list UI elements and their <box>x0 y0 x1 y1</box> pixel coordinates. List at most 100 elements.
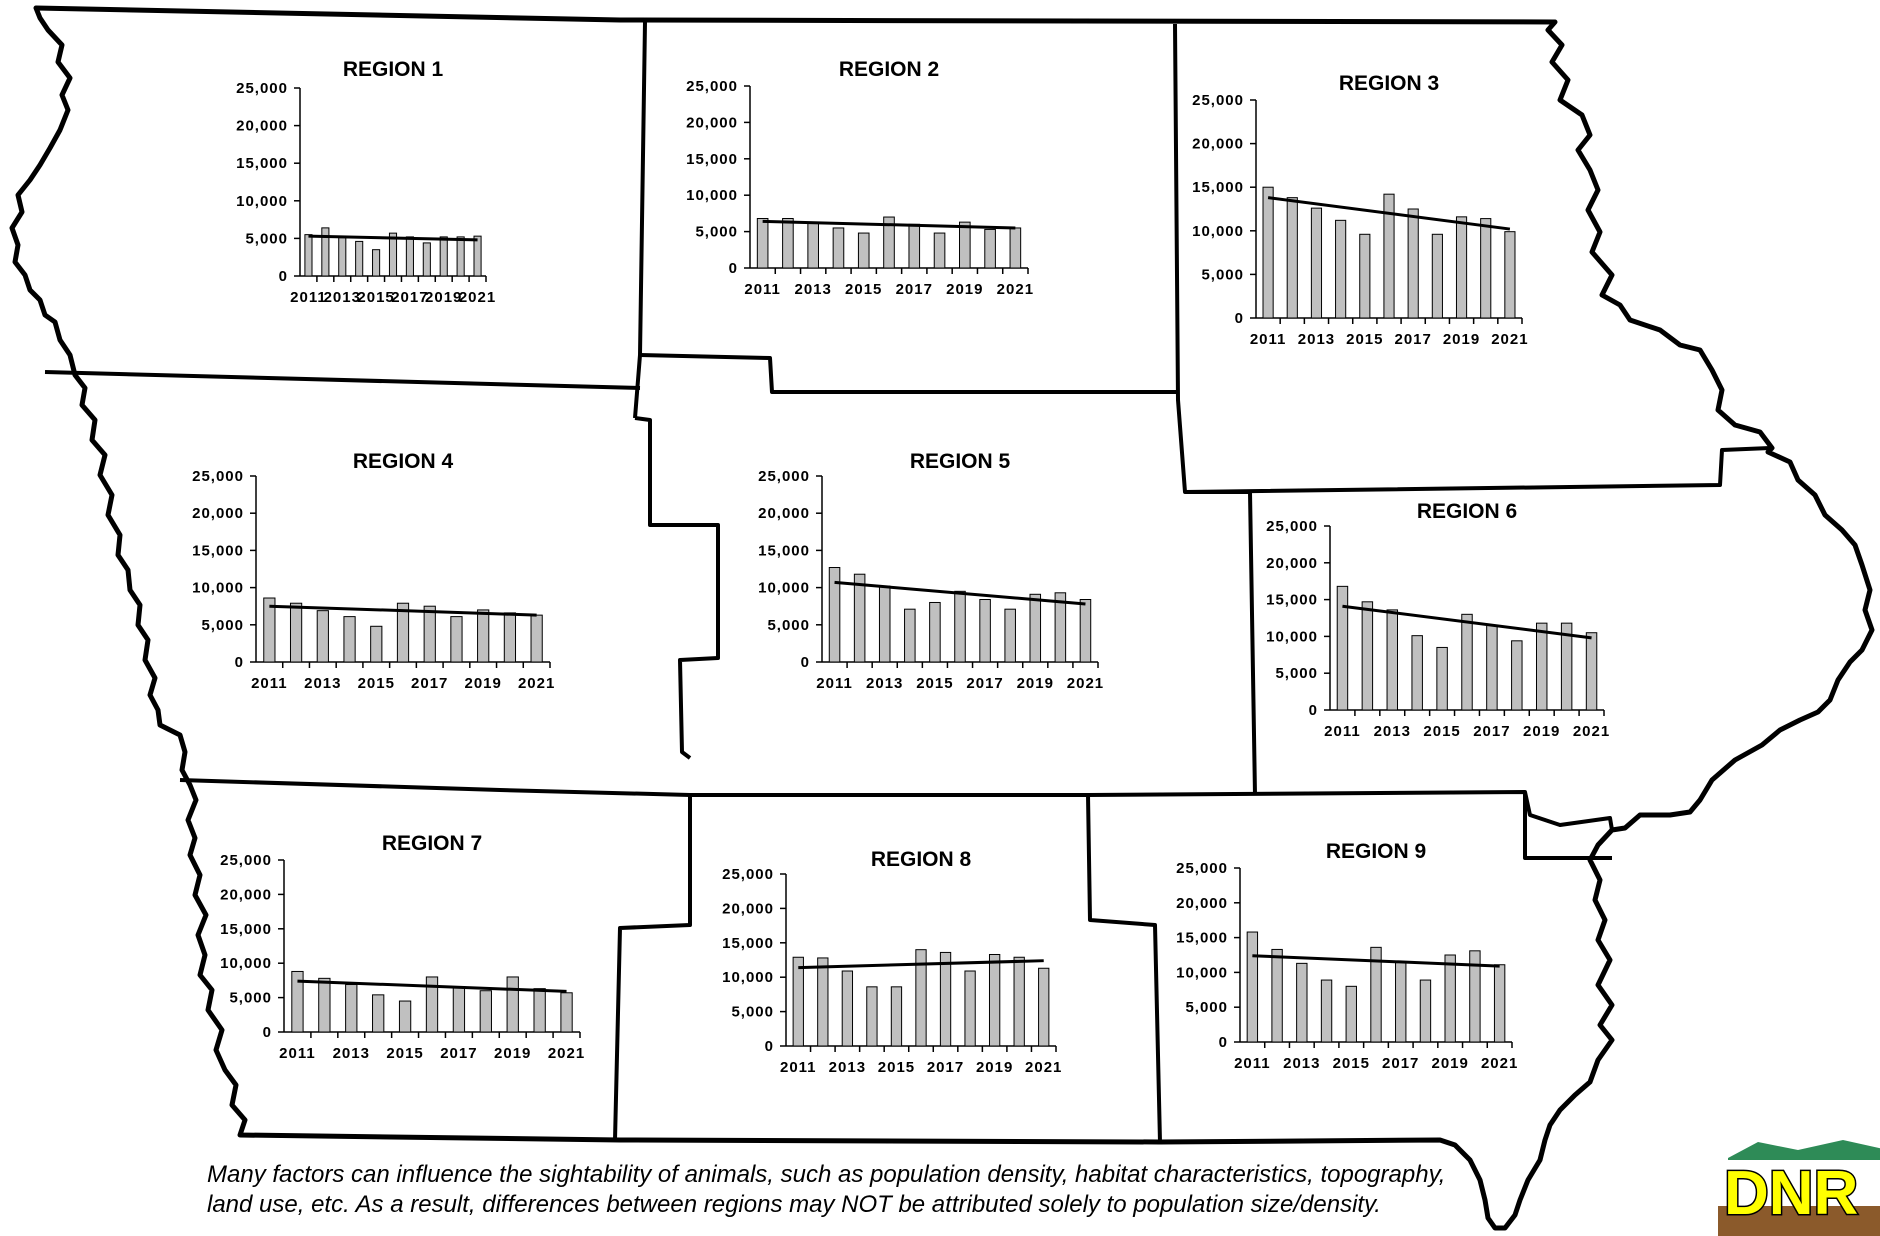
x-tick-label: 2015 <box>386 1045 423 1062</box>
chart-title-8: REGION 8 <box>871 848 972 871</box>
bar-2016 <box>1383 193 1395 319</box>
bar-2018 <box>450 616 463 663</box>
bar-2019 <box>988 953 1001 1047</box>
logo-text: DNR <box>1724 1159 1858 1228</box>
trend-line <box>1252 954 1500 968</box>
chart-title-9: REGION 9 <box>1326 840 1426 863</box>
x-tick-label: 2015 <box>357 289 394 306</box>
y-tick-label: 20,000 <box>1266 555 1318 572</box>
x-tick-label: 2011 <box>279 1045 316 1062</box>
bar-2013 <box>1296 962 1308 1043</box>
bar-2011 <box>828 567 841 663</box>
bar-2016 <box>388 232 398 277</box>
bar-2013 <box>878 585 891 663</box>
bar-2016 <box>883 216 895 269</box>
y-tick-label: 15,000 <box>192 542 244 559</box>
y-tick-label: 5,000 <box>1201 266 1244 283</box>
x-tick-label: 2015 <box>916 675 953 692</box>
y-tick-label: 0 <box>279 268 288 285</box>
region-borders <box>44 21 1771 1143</box>
x-tick-label: 2011 <box>816 675 853 692</box>
y-tick-label: 25,000 <box>722 866 774 883</box>
bar-2020 <box>1013 956 1025 1047</box>
bar-2017 <box>1395 961 1407 1043</box>
trend-line <box>1342 604 1592 640</box>
x-tick-label: 2011 <box>1250 331 1287 348</box>
x-tick-label: 2019 <box>1431 1055 1468 1072</box>
bar-2021 <box>1009 227 1022 269</box>
y-tick-label: 25,000 <box>686 78 738 95</box>
x-tick-label: 2015 <box>878 1059 915 1076</box>
bar-2015 <box>890 986 903 1047</box>
y-tick-label: 15,000 <box>220 921 272 938</box>
bar-2020 <box>1480 218 1492 319</box>
x-tick-label: 2017 <box>440 1045 477 1062</box>
y-tick-label: 20,000 <box>686 114 738 131</box>
y-tick-label: 10,000 <box>722 969 774 986</box>
x-tick-label: 2015 <box>1333 1055 1370 1072</box>
bar-2015 <box>857 232 870 269</box>
y-tick-label: 5,000 <box>695 224 738 241</box>
y-tick-label: 10,000 <box>220 955 272 972</box>
bar-2020 <box>1469 950 1481 1043</box>
bar-2013 <box>338 237 347 277</box>
x-tick-label: 2013 <box>333 1045 370 1062</box>
bar-2016 <box>1461 613 1473 711</box>
x-tick-label: 2011 <box>1234 1055 1271 1072</box>
bar-2020 <box>456 236 465 277</box>
region-chart-6: REGION 6 0 5,000 10,000 15,000 20,000 25,000 20… <box>1266 500 1609 740</box>
x-tick-label: 2013 <box>304 675 341 692</box>
y-tick-label: 25,000 <box>1192 92 1244 109</box>
y-tick-label: 25,000 <box>758 468 810 485</box>
x-tick-label: 2013 <box>1298 331 1335 348</box>
bar-2018 <box>479 990 492 1033</box>
region-chart-4: REGION 4 0 5,000 10,000 15,000 20,000 25,000 20… <box>192 450 555 692</box>
x-tick-label: 2021 <box>518 675 555 692</box>
chart-title-3: REGION 3 <box>1339 72 1439 95</box>
y-tick-label: 0 <box>1219 1034 1228 1051</box>
y-tick-label: 0 <box>801 654 810 671</box>
y-tick-label: 25,000 <box>1266 518 1318 535</box>
bar-2014 <box>832 227 845 269</box>
y-tick-label: 0 <box>263 1024 272 1041</box>
x-tick-label: 2021 <box>1025 1059 1062 1076</box>
x-tick-label: 2019 <box>1523 723 1560 740</box>
bar-2015 <box>1359 233 1371 319</box>
y-tick-label: 20,000 <box>758 505 810 522</box>
x-tick-label: 2017 <box>966 675 1003 692</box>
bar-2013 <box>807 222 819 269</box>
bar-2017 <box>979 599 991 663</box>
bar-2014 <box>904 608 916 663</box>
bar-2019 <box>1444 954 1456 1043</box>
bar-2013 <box>841 970 854 1047</box>
bar-2019 <box>477 609 490 663</box>
y-tick-label: 20,000 <box>1192 136 1244 153</box>
y-tick-label: 20,000 <box>192 505 244 522</box>
bar-2018 <box>933 232 946 269</box>
x-tick-label: 2021 <box>459 289 496 306</box>
x-tick-label: 2019 <box>1443 331 1480 348</box>
x-tick-label: 2011 <box>780 1059 817 1076</box>
y-tick-label: 20,000 <box>236 118 288 135</box>
x-tick-label: 2019 <box>464 675 501 692</box>
x-tick-label: 2021 <box>997 281 1034 298</box>
bar-2011 <box>1246 931 1259 1043</box>
x-tick-label: 2021 <box>1491 331 1528 348</box>
bar-2011 <box>304 234 313 277</box>
y-tick-label: 10,000 <box>686 187 738 204</box>
bar-2012 <box>321 227 330 277</box>
trend-line <box>834 580 1086 606</box>
x-tick-label: 2013 <box>794 281 831 298</box>
bar-2014 <box>866 986 878 1047</box>
bar-2015 <box>1436 646 1448 711</box>
x-tick-label: 2011 <box>290 289 327 306</box>
bar-2017 <box>1407 208 1419 319</box>
bar-2013 <box>316 610 329 663</box>
x-tick-label: 2017 <box>1394 331 1431 348</box>
bar-2019 <box>439 236 448 277</box>
bar-2012 <box>1286 197 1298 319</box>
y-tick-label: 15,000 <box>686 151 738 168</box>
bar-2017 <box>939 951 952 1047</box>
bar-2019 <box>1455 216 1468 319</box>
bar-2014 <box>1320 979 1333 1043</box>
